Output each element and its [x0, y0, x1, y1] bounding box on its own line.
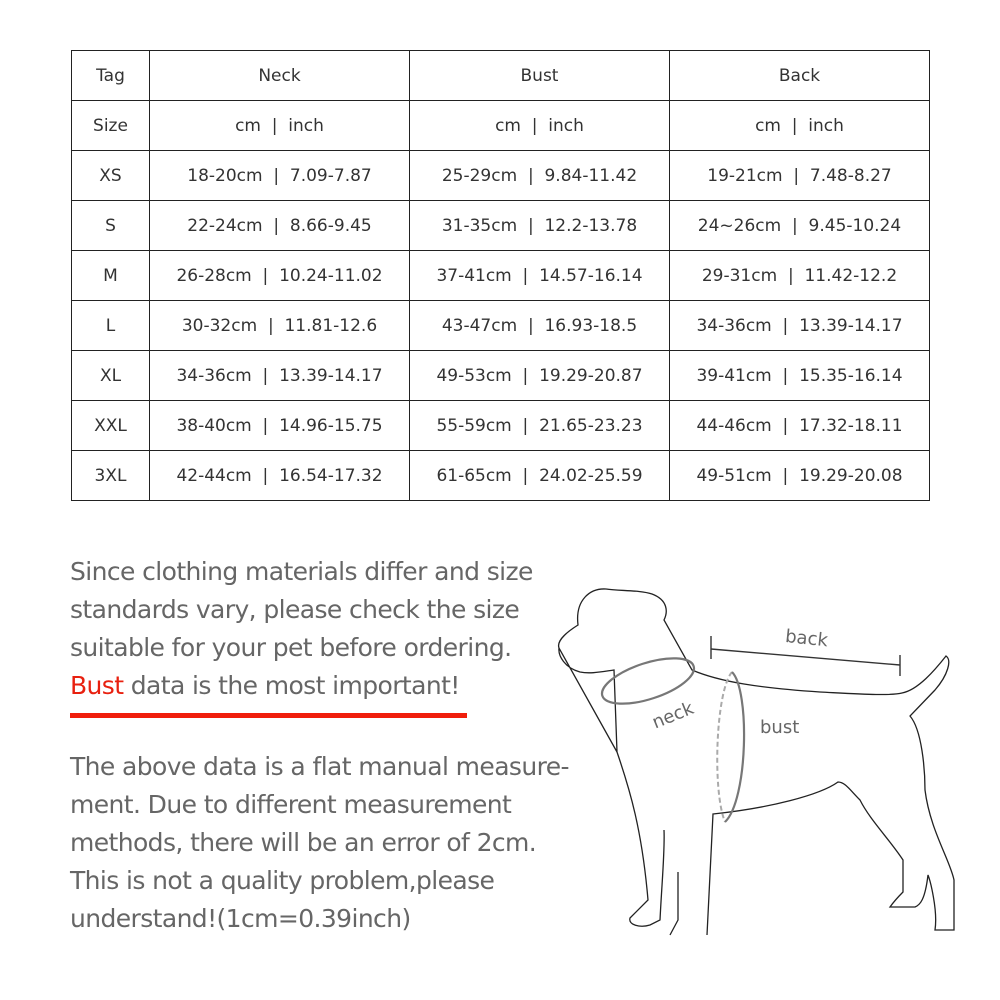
table-header-row: Tag Neck Bust Back	[71, 50, 930, 101]
measurement-cell: 49-53cm | 19.29-20.87	[409, 350, 670, 401]
header-cell: Neck	[149, 50, 410, 101]
dog-outline	[557, 588, 955, 936]
measurement-cell: 49-51cm | 19.29-20.08	[669, 450, 930, 501]
size-advice-text: Since clothing materials differ and size…	[70, 553, 533, 705]
unit-cell: cm | inch	[149, 100, 410, 151]
measurement-cell: 25-29cm | 9.84-11.42	[409, 150, 670, 201]
size-cell: 3XL	[71, 450, 150, 501]
measurement-note-text: The above data is a flat manual measure-…	[70, 748, 570, 938]
measurement-cell: 38-40cm | 14.96-15.75	[149, 400, 410, 451]
bust-measure-ring-back	[716, 671, 733, 823]
size-cell: XS	[71, 150, 150, 201]
table-row: XS 18-20cm | 7.09-7.87 25-29cm | 9.84-11.4…	[71, 150, 930, 201]
measurement-cell: 34-36cm | 13.39-14.17	[669, 300, 930, 351]
size-cell: XL	[71, 350, 150, 401]
back-label: back	[784, 626, 829, 651]
table-row: 3XL 42-44cm | 16.54-17.32 61-65cm | 24.02-…	[71, 450, 930, 501]
measurement-cell: 18-20cm | 7.09-7.87	[149, 150, 410, 201]
measurement-cell: 22-24cm | 8.66-9.45	[149, 200, 410, 251]
note-line: The above data is a flat manual measure-	[70, 752, 570, 781]
red-underline-divider	[70, 713, 467, 718]
note-line: Since clothing materials differ and size	[70, 557, 533, 586]
note-line: ment. Due to different measurement	[70, 790, 512, 819]
measurement-cell: 39-41cm | 15.35-16.14	[669, 350, 930, 401]
note-line: understand!(1cm=0.39inch)	[70, 904, 411, 933]
size-cell: XXL	[71, 400, 150, 451]
measurement-cell: 55-59cm | 21.65-23.23	[409, 400, 670, 451]
measurement-cell: 29-31cm | 11.42-12.2	[669, 250, 930, 301]
measurement-cell: 31-35cm | 12.2-13.78	[409, 200, 670, 251]
measurement-cell: 24~26cm | 9.45-10.24	[669, 200, 930, 251]
note-line: Bust data is the most important!	[70, 667, 533, 705]
bust-label: bust	[760, 717, 799, 738]
header-cell: Tag	[71, 50, 150, 101]
bust-measure-ring-front	[724, 671, 746, 823]
measurement-cell: 43-47cm | 16.93-18.5	[409, 300, 670, 351]
measurement-cell: 37-41cm | 14.57-16.14	[409, 250, 670, 301]
note-line: suitable for your pet before ordering.	[70, 633, 512, 662]
measurement-cell: 44-46cm | 17.32-18.11	[669, 400, 930, 451]
table-row: L 30-32cm | 11.81-12.6 43-47cm | 16.93-18.…	[71, 300, 930, 351]
note-line-rest: data is the most important!	[123, 671, 461, 700]
note-line: This is not a quality problem,please	[70, 866, 495, 895]
size-chart-table: Tag Neck Bust Back Size cm | inch cm | i…	[71, 50, 930, 501]
table-row: S 22-24cm | 8.66-9.45 31-35cm | 12.2-13.78…	[71, 200, 930, 251]
note-line: methods, there will be an error of 2cm.	[70, 828, 537, 857]
bust-highlight: Bust	[70, 671, 124, 700]
header-cell: Back	[669, 50, 930, 101]
measurement-cell: 42-44cm | 16.54-17.32	[149, 450, 410, 501]
neck-label: neck	[649, 698, 697, 734]
measurement-cell: 30-32cm | 11.81-12.6	[149, 300, 410, 351]
back-measure-line	[710, 648, 901, 666]
neck-measure-ring	[600, 657, 696, 705]
table-row: XL 34-36cm | 13.39-14.17 49-53cm | 19.29-2…	[71, 350, 930, 401]
table-row: XXL 38-40cm | 14.96-15.75 55-59cm | 21.65-…	[71, 400, 930, 451]
size-cell: S	[71, 200, 150, 251]
note-line: standards vary, please check the size	[70, 595, 520, 624]
